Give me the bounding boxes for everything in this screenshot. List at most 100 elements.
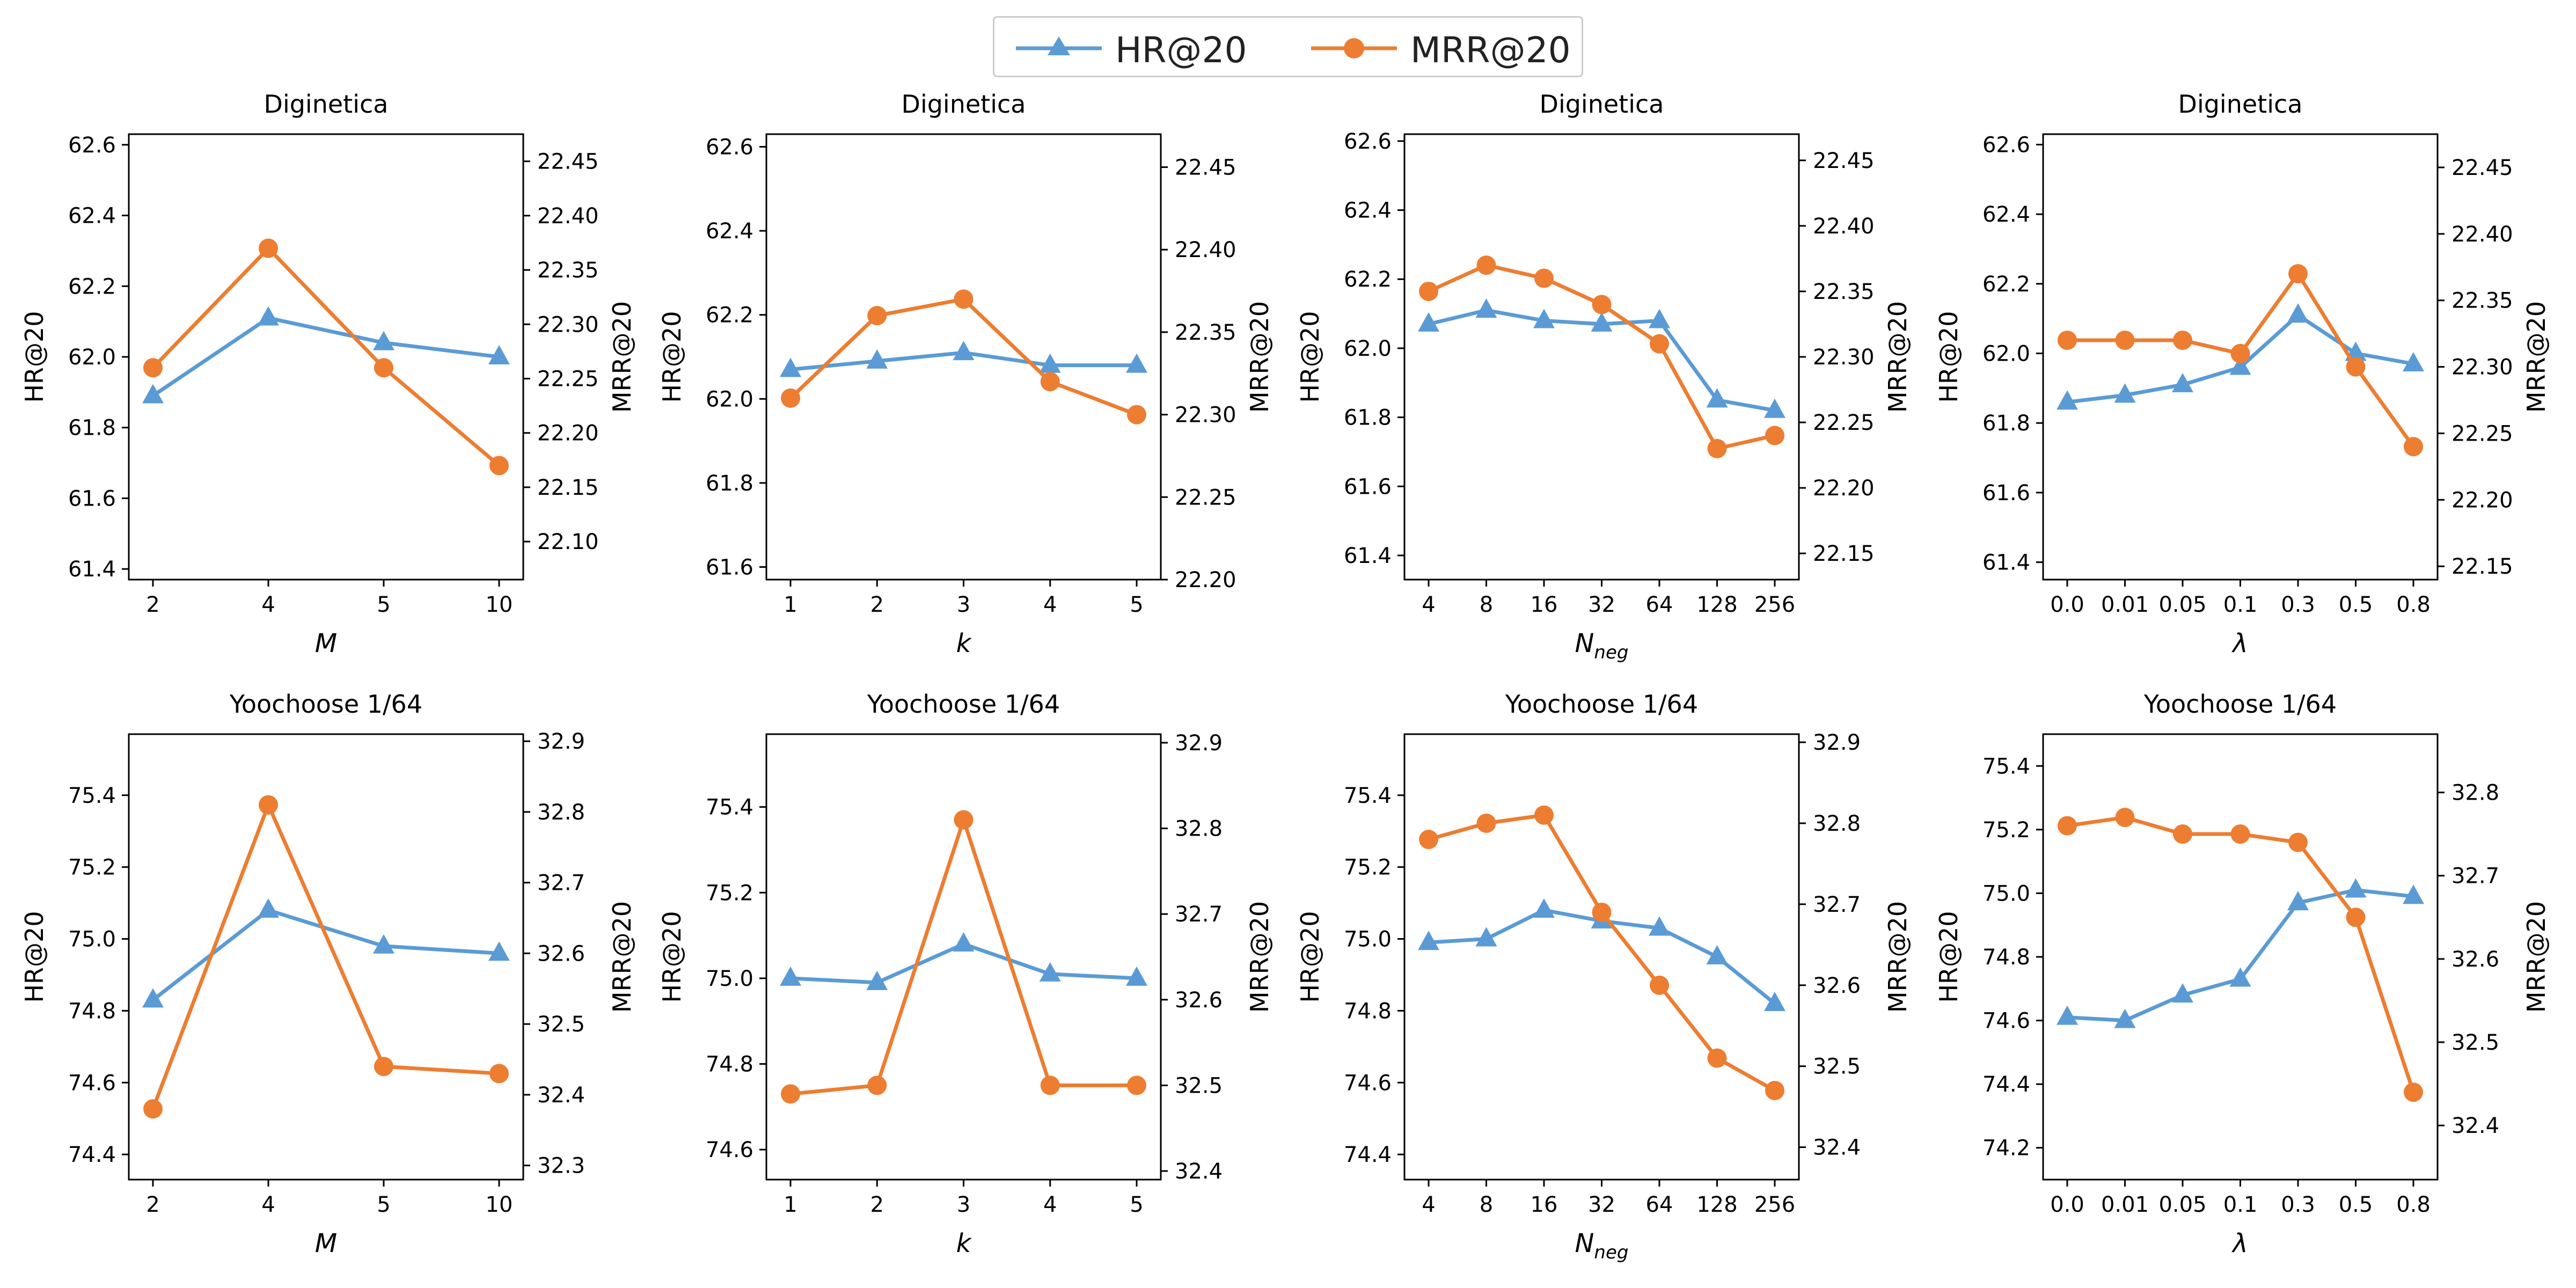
y-right-axis-label: MRR@20 (1883, 301, 1912, 413)
y-left-tick-label: 74.6 (1344, 1071, 1392, 1095)
y-right-tick-label: 22.35 (1175, 320, 1236, 345)
mrr-point (2288, 832, 2308, 852)
mrr-point (259, 238, 278, 258)
y-right-tick-label: 22.40 (1175, 238, 1236, 262)
y-left-axis-label: HR@20 (657, 311, 686, 402)
mrr-point (1476, 814, 1496, 833)
mrr-point (1765, 426, 1784, 445)
mrr-point (1707, 438, 1727, 458)
x-tick-label: 0.01 (2101, 1192, 2149, 1217)
y-right-axis-label: MRR@20 (1883, 901, 1912, 1013)
y-left-tick-label: 62.2 (1982, 272, 2030, 297)
mrr-point (2115, 808, 2135, 828)
hr-series-line (151, 908, 500, 1002)
mrr-point (1592, 903, 1612, 922)
hr-point (1126, 966, 1147, 986)
hr-point (2345, 878, 2367, 898)
mrr-point (1534, 805, 1554, 825)
x-tick-label: 64 (1646, 592, 1673, 617)
subplot-title: Diginetica (902, 90, 1026, 119)
mrr-point (2058, 331, 2077, 350)
hr-point (2172, 372, 2193, 392)
y-left-tick-label: 75.0 (1982, 881, 2030, 906)
y-left-axis-label: HR@20 (1296, 311, 1324, 402)
mrr-point (2404, 437, 2423, 457)
hr-point (2229, 355, 2251, 375)
hr-point (488, 941, 510, 961)
y-left-axis-label: HR@20 (20, 311, 49, 402)
x-tick-label: 2 (146, 592, 159, 617)
x-tick-label: 8 (1480, 1192, 1493, 1217)
y-left-tick-label: 62.0 (68, 345, 116, 370)
y-left-tick-label: 62.6 (1344, 129, 1392, 154)
x-axis-label: Nneg (1575, 1228, 1629, 1263)
y-right-tick-label: 32.8 (1813, 811, 1861, 836)
y-right-tick-label: 22.15 (2451, 554, 2513, 579)
y-left-tick-label: 62.4 (706, 219, 753, 244)
x-tick-label: 16 (1531, 592, 1558, 617)
y-right-tick-label: 32.6 (537, 941, 585, 966)
y-right-tick-label: 22.45 (2451, 156, 2513, 180)
mrr-point (1419, 830, 1438, 850)
legend-mrr-label: MRR@20 (1410, 30, 1571, 71)
hr-point (953, 341, 975, 361)
x-tick-label: 0.05 (2158, 1192, 2206, 1217)
plot-frame (1403, 733, 1800, 1181)
x-tick-label: 1 (784, 1192, 797, 1217)
subplot-title: Diginetica (1540, 90, 1664, 119)
x-tick-label: 4 (261, 1192, 275, 1217)
subplot-3: Diginetica 4 8 16 32 64 128 256 Nneg 61.4 61.6 61.8… (1296, 90, 1912, 663)
hr-point (1418, 312, 1439, 332)
x-tick-label: 0.5 (2339, 592, 2373, 617)
mrr-point (2404, 1082, 2423, 1102)
x-tick-label: 4 (1043, 592, 1057, 617)
mrr-point (954, 289, 974, 309)
mrr-point (259, 795, 278, 815)
y-right-tick-label: 32.8 (2451, 781, 2499, 806)
y-left-tick-label: 61.8 (1344, 406, 1392, 430)
hr-point (1533, 898, 1555, 918)
y-left-tick-label: 75.2 (68, 855, 116, 880)
y-left-tick-label: 74.6 (1982, 1009, 2030, 1034)
y-right-tick-label: 32.8 (1175, 817, 1223, 841)
subplot-2: Diginetica 1 2 3 4 5 k 61.6 61.8 62.0 62.2 62.4 62.6… (657, 90, 1274, 658)
y-left-axis-label: HR@20 (1934, 911, 1963, 1002)
x-tick-label: 8 (1480, 592, 1493, 617)
y-right-tick-label: 32.9 (1813, 730, 1861, 755)
y-right-tick-label: 32.4 (1175, 1159, 1223, 1184)
y-left-tick-label: 62.0 (706, 387, 753, 412)
y-left-tick-label: 62.2 (706, 303, 753, 328)
hr-point (488, 345, 510, 364)
mrr-point (489, 1064, 509, 1084)
y-right-axis-label: MRR@20 (2522, 901, 2551, 1013)
mrr-point (2173, 824, 2192, 844)
x-tick-label: 32 (1588, 1192, 1615, 1217)
mrr-point (489, 456, 509, 475)
mrr-point (2058, 816, 2077, 836)
mrr-point (374, 358, 393, 378)
y-left-tick-label: 62.2 (68, 274, 116, 299)
x-tick-label: 0.1 (2223, 1192, 2258, 1217)
y-left-tick-label: 75.0 (1344, 927, 1392, 952)
y-right-tick-label: 32.6 (2451, 947, 2499, 972)
y-left-axis-label: HR@20 (20, 911, 49, 1002)
y-right-tick-label: 22.45 (1813, 149, 1875, 173)
mrr-series-line (1428, 813, 1776, 1093)
y-left-tick-label: 62.4 (68, 204, 116, 229)
x-tick-label: 10 (486, 1192, 513, 1217)
hr-series-line (152, 316, 500, 398)
mrr-point (2173, 331, 2192, 350)
subplot-5: Yoochoose 1/64 2 4 5 10 M 74.4 74.6 74.8 75.0 75.2… (20, 690, 636, 1258)
hr-point (1418, 931, 1439, 950)
mrr-point (1765, 1081, 1784, 1100)
x-tick-label: 32 (1588, 592, 1615, 617)
hr-point (1533, 309, 1555, 328)
y-right-tick-label: 32.7 (1175, 902, 1223, 927)
x-tick-label: 3 (957, 1192, 970, 1217)
x-tick-label: 128 (1696, 1192, 1737, 1217)
y-left-tick-label: 75.2 (1344, 855, 1392, 880)
y-right-tick-label: 32.5 (2451, 1030, 2499, 1055)
y-left-tick-label: 75.2 (706, 881, 753, 905)
y-left-tick-label: 74.4 (68, 1143, 116, 1167)
